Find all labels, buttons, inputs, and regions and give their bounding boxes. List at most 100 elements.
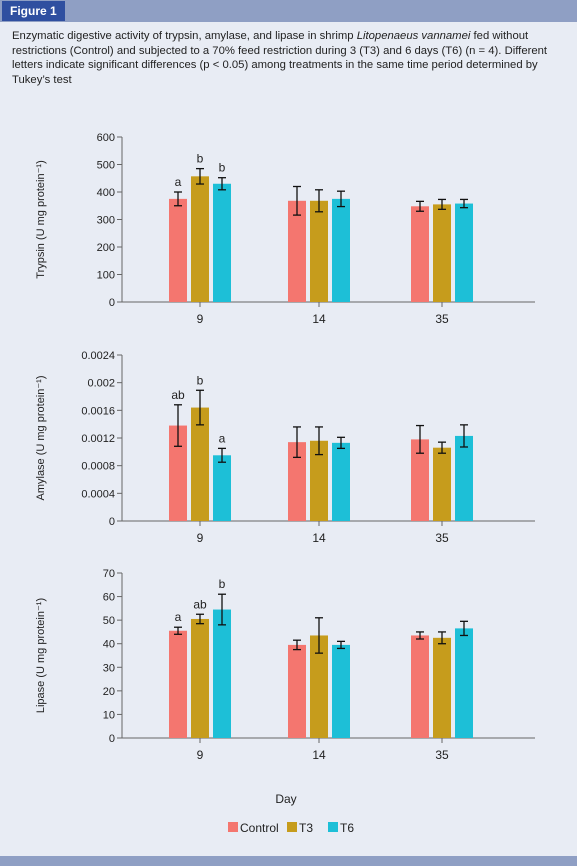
legend-swatch-t6: [328, 822, 338, 832]
chart-panel-1: 0 100 200 300 400 500 600 Trypsin (U mg protein…: [35, 132, 535, 326]
caption-text-part2: fed without restrictions (Control) and s…: [12, 30, 548, 86]
bar-t3-day-35: [433, 637, 451, 738]
bar-t6-day-9: [213, 455, 231, 521]
error-bar: [416, 200, 424, 212]
bar-t3-day-35: [433, 204, 451, 302]
legend-label-t3: T3: [299, 821, 313, 835]
bar-t6-day-35: [455, 203, 473, 302]
significance-letter: a: [175, 610, 182, 624]
bar-t3-day-14: [310, 635, 328, 738]
chart-panel-3: 0 10 20 30 40 50 60 70 Lipase (U mg protein⁻¹) 9 a…: [35, 568, 535, 762]
y-tick-label: 100: [97, 270, 115, 282]
bar-t6-day-14: [332, 644, 350, 738]
error-bar: [460, 424, 468, 448]
significance-letter: b: [197, 373, 204, 387]
x-tick-label: 35: [435, 312, 449, 326]
error-bar: [438, 631, 446, 645]
figure-footer-strip: [0, 856, 577, 866]
error-bar: [196, 613, 204, 625]
bar-t3-day-14: [310, 200, 328, 302]
y-tick-label: 0: [109, 297, 115, 309]
x-tick-label: 9: [197, 312, 204, 326]
bar-t6-day-9: [213, 183, 231, 302]
y-tick-label: 0.002: [87, 378, 115, 390]
caption-species-name: Litopenaeus vannamei: [356, 30, 471, 42]
bar-t3-day-14: [310, 440, 328, 521]
x-tick-label: 14: [312, 531, 326, 545]
y-tick-label: 0.0008: [81, 461, 115, 473]
bar-control-day-9: [169, 425, 187, 521]
legend-label-t6: T6: [340, 821, 354, 835]
error-bar: [460, 198, 468, 209]
error-bar: [337, 640, 345, 650]
bar-control-day-14: [288, 200, 306, 302]
bar-t6-day-9: [213, 609, 231, 738]
error-bar: [196, 167, 204, 185]
y-tick-label: 300: [97, 215, 115, 227]
y-tick-label: 0: [109, 516, 115, 528]
error-bar: [174, 404, 182, 447]
x-tick-label: 35: [435, 748, 449, 762]
x-tick-label: 14: [312, 748, 326, 762]
y-tick-label: 200: [97, 242, 115, 254]
error-bar: [438, 198, 446, 210]
bar-control-day-14: [288, 644, 306, 738]
bar-t3-day-9: [191, 407, 209, 521]
y-tick-label: 50: [103, 615, 115, 627]
error-bar: [337, 190, 345, 208]
error-bar: [218, 447, 226, 463]
y-tick-label: 400: [97, 187, 115, 199]
x-axis-label-day: Day: [275, 792, 296, 806]
bar-t3-day-9: [191, 176, 209, 302]
error-bar: [337, 436, 345, 450]
y-tick-label: 60: [103, 592, 115, 604]
y-tick-label: 600: [97, 132, 115, 144]
y-tick-label: 0.0024: [81, 350, 115, 362]
significance-letter: ab: [193, 597, 207, 611]
bar-t3-day-9: [191, 618, 209, 738]
significance-letter: b: [219, 161, 226, 175]
y-axis-title: Lipase (U mg protein⁻¹): [35, 598, 47, 713]
bar-t6-day-35: [455, 628, 473, 738]
bar-control-day-35: [411, 439, 429, 521]
significance-letter: b: [197, 152, 204, 166]
error-bar: [416, 424, 424, 454]
significance-letter: a: [175, 175, 182, 189]
significance-letter: ab: [171, 388, 185, 402]
bar-control-day-9: [169, 198, 187, 302]
error-bar: [218, 177, 226, 191]
y-tick-label: 0.0004: [81, 488, 115, 500]
y-tick-label: 0.0012: [81, 433, 115, 445]
y-tick-label: 20: [103, 686, 115, 698]
figure-label: Figure 1: [2, 1, 65, 21]
y-tick-label: 70: [103, 568, 115, 580]
y-tick-label: 10: [103, 709, 115, 721]
error-bar: [315, 617, 323, 654]
x-tick-label: 9: [197, 748, 204, 762]
significance-letter: a: [219, 431, 226, 445]
error-bar: [196, 389, 204, 426]
legend: Control T3 T6: [228, 821, 354, 835]
legend-swatch-t3: [287, 822, 297, 832]
figure-header-strip: [0, 0, 577, 22]
x-tick-label: 14: [312, 312, 326, 326]
y-tick-label: 500: [97, 160, 115, 172]
caption-text-part1: Enzymatic digestive activity of trypsin,…: [12, 30, 357, 42]
y-tick-label: 30: [103, 662, 115, 674]
bar-control-day-14: [288, 442, 306, 521]
error-bar: [293, 426, 301, 459]
error-bar: [315, 426, 323, 456]
error-bar: [460, 620, 468, 637]
error-bar: [293, 639, 301, 651]
legend-swatch-control: [228, 822, 238, 832]
error-bar: [416, 631, 424, 640]
error-bar: [174, 626, 182, 635]
y-tick-label: 0: [109, 733, 115, 745]
bar-t3-day-35: [433, 447, 451, 521]
error-bar: [218, 593, 226, 626]
error-bar: [315, 189, 323, 213]
error-bar: [174, 191, 182, 207]
bar-t6-day-35: [455, 435, 473, 521]
x-tick-label: 35: [435, 531, 449, 545]
